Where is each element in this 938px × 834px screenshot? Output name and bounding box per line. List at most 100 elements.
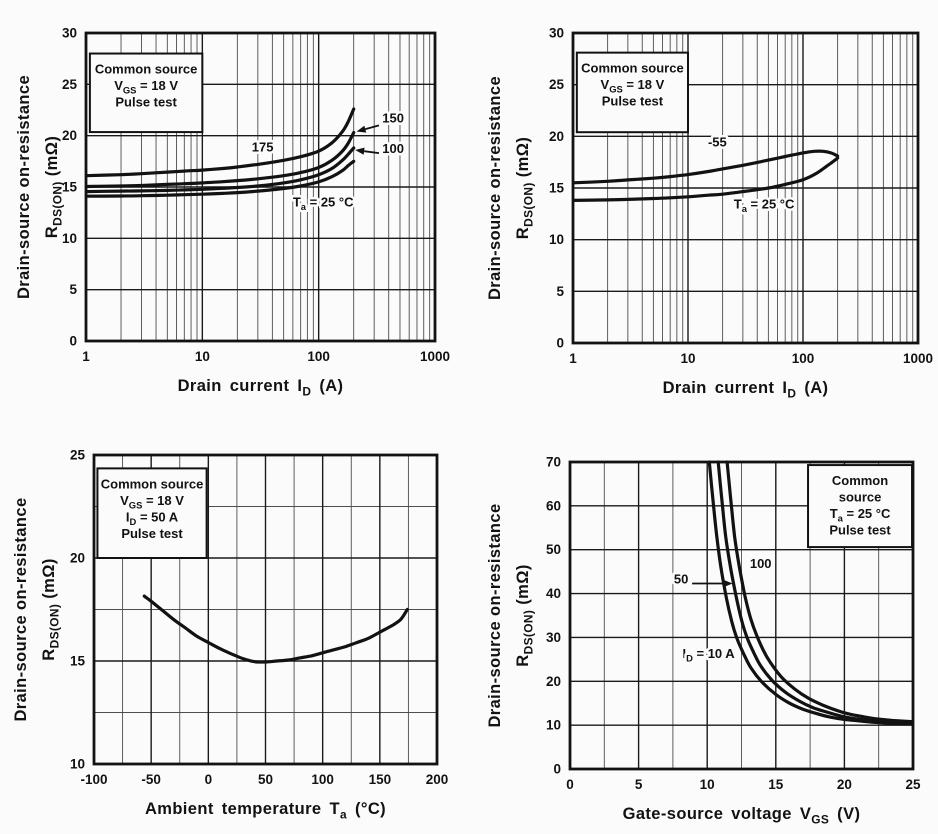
- curve-label: 150: [382, 110, 404, 125]
- plot-border: [84, 31, 437, 343]
- test-condition-line: VGS = 18 V: [601, 77, 665, 95]
- test-condition-line: VGS = 18 V: [120, 493, 184, 511]
- test-condition-line: Common source: [101, 476, 204, 491]
- y-tick-label: 15: [549, 181, 565, 196]
- x-tick-label: 25: [905, 777, 921, 792]
- y-axis-title: Drain-source on-resistance: [486, 76, 504, 300]
- y-tick-label: 5: [556, 284, 564, 299]
- y-axis-title-symbol: RDS(ON) (mΩ): [40, 558, 62, 661]
- test-condition-line: Pulse test: [829, 523, 891, 538]
- curve-100: [86, 146, 356, 194]
- annotations: 50 100 ID = 10 A: [671, 554, 774, 666]
- x-axis-title: Gate-source voltage VGS (V): [623, 805, 861, 827]
- x-tick-label: 1000: [903, 351, 933, 366]
- x-tick-label: -50: [141, 772, 161, 787]
- curve--55: [573, 149, 840, 185]
- plot-border: [568, 460, 915, 771]
- x-tick-label: 10: [195, 349, 210, 364]
- x-tick-label: 10: [700, 777, 715, 792]
- annotation-arrow: [365, 124, 380, 131]
- x-tick-label: 5: [635, 777, 643, 792]
- x-tick-label: 100: [307, 349, 330, 364]
- curve-label: -55: [708, 135, 727, 150]
- test-condition-line: Pulse test: [115, 95, 177, 110]
- x-tick-label: 0: [205, 772, 213, 787]
- plot-border: [571, 31, 920, 345]
- y-axis-title-symbol: RDS(ON) (mΩ): [514, 137, 536, 240]
- y-tick-label: 20: [546, 674, 561, 689]
- y-tick-label: 5: [69, 282, 77, 297]
- y-axis-title-symbol: RDS(ON) (mΩ): [43, 136, 65, 239]
- x-tick-label: 10: [680, 351, 695, 366]
- y-tick-label: 0: [553, 762, 561, 777]
- grid-major: [570, 462, 913, 769]
- annotations: 175 150 100 Ta = 25 °C: [249, 108, 406, 215]
- y-axis-title: Drain-source on-resistance: [12, 497, 30, 721]
- curve-RDS(ON): [142, 594, 409, 664]
- test-condition-line: Pulse test: [121, 526, 183, 541]
- chart-rdson-vs-drain-current-high-temp: Common source VGS = 18 V Pulse test 1 10 100 1…: [0, 0, 469, 417]
- curve-label: 100: [750, 556, 772, 571]
- curves: [573, 149, 840, 202]
- curve-label: 100: [382, 141, 404, 156]
- y-tick-label: 15: [62, 180, 78, 195]
- x-tick-label: 15: [768, 777, 784, 792]
- y-tick-label: 10: [549, 232, 564, 247]
- plot-border: [92, 453, 439, 766]
- test-condition-line: Common source: [581, 61, 684, 76]
- x-axis-title: Drain current ID (A): [178, 377, 344, 399]
- y-tick-label: 25: [549, 77, 565, 92]
- curve-25: [86, 159, 356, 198]
- y-tick-label: 30: [546, 630, 561, 645]
- x-tick-label: 100: [792, 351, 815, 366]
- x-axis-title: Ambient temperature Ta (°C): [145, 800, 386, 822]
- x-tick-label: 150: [369, 772, 392, 787]
- test-condition-line: Pulse test: [602, 94, 664, 109]
- test-condition-line: source: [839, 490, 882, 505]
- test-condition-line: ID = 50 A: [126, 509, 179, 527]
- curve-100-A: [725, 460, 913, 724]
- y-tick-label: 30: [549, 26, 564, 41]
- curve-25: [573, 156, 840, 202]
- x-tick-label: -100: [80, 772, 107, 787]
- y-tick-label: 10: [62, 231, 77, 246]
- curve-label: 50: [674, 571, 688, 586]
- x-axis-title: Drain current ID (A): [663, 379, 829, 401]
- x-tick-label: 200: [426, 772, 449, 787]
- chart-rdson-vs-ambient-temperature: Common source VGS = 18 V ID = 50 A Pulse te…: [0, 417, 469, 834]
- x-tick-label: 1: [569, 351, 577, 366]
- y-axis-title-symbol: RDS(ON) (mΩ): [514, 564, 536, 667]
- x-tick-label: 20: [837, 777, 852, 792]
- y-tick-label: 25: [62, 77, 78, 92]
- y-tick-label: 30: [62, 26, 77, 41]
- test-condition-line: Common source: [95, 62, 198, 77]
- curve-175: [86, 107, 356, 178]
- y-tick-label: 10: [70, 757, 85, 772]
- chart-rdson-vs-gate-source-voltage: Common source Ta = 25 °C Pulse test 0 5 10 15 20…: [469, 417, 938, 834]
- curve-label: 175: [252, 140, 274, 155]
- curve-label: Ta = 25 °C: [734, 197, 795, 215]
- x-tick-label: 0: [566, 777, 574, 792]
- curves: [707, 460, 913, 726]
- y-tick-label: 50: [546, 542, 561, 557]
- x-tick-label: 100: [311, 772, 334, 787]
- y-axis-title: Drain-source on-resistance: [486, 503, 504, 727]
- test-condition-line: Ta = 25 °C: [830, 506, 891, 524]
- annotation-arrowhead: [355, 147, 365, 155]
- annotation-arrowhead: [356, 125, 367, 133]
- annotation-arrow: [363, 150, 380, 155]
- y-tick-label: 10: [546, 718, 561, 733]
- y-tick-label: 20: [549, 129, 564, 144]
- y-tick-label: 0: [69, 334, 77, 349]
- y-tick-label: 20: [62, 128, 77, 143]
- y-tick-label: 40: [546, 586, 561, 601]
